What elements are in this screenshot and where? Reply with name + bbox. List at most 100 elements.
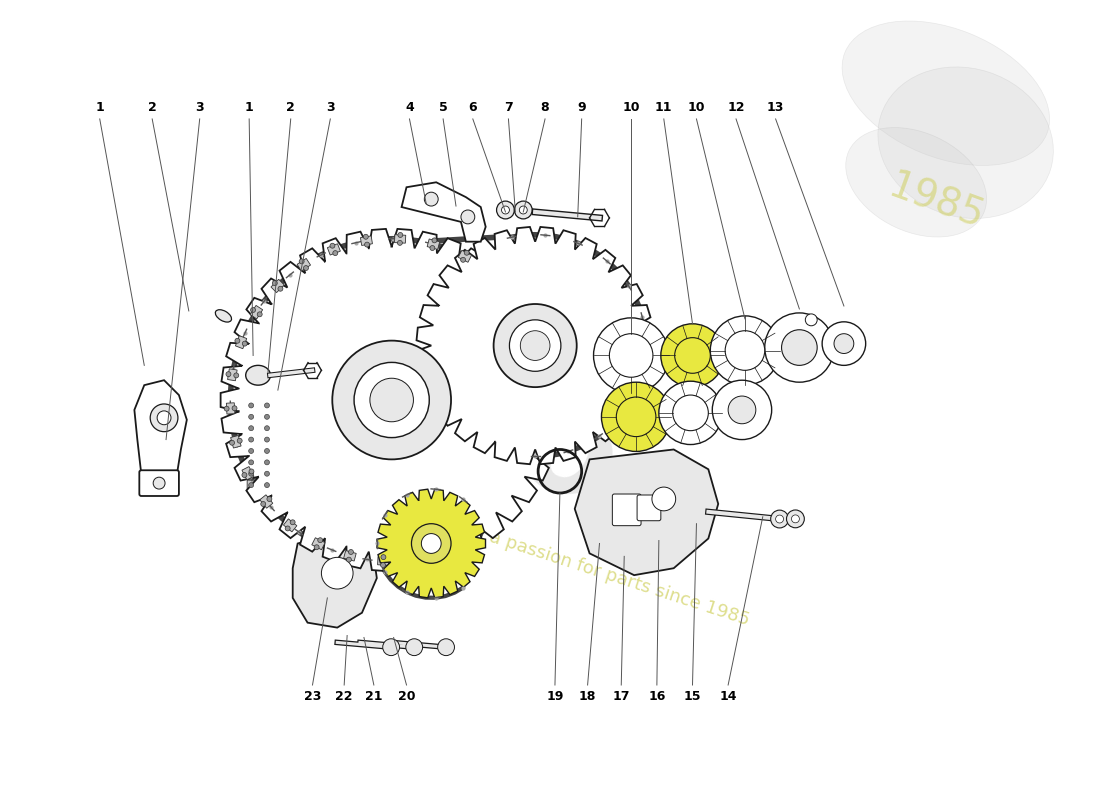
Text: 8: 8 [541,101,549,114]
Circle shape [264,426,270,430]
Polygon shape [260,494,273,508]
Circle shape [264,449,270,454]
Polygon shape [134,380,187,474]
Polygon shape [228,369,238,381]
Circle shape [381,562,385,567]
Ellipse shape [846,127,987,237]
Text: 21: 21 [365,690,383,703]
Circle shape [792,515,800,523]
FancyBboxPatch shape [248,480,271,490]
Text: 5: 5 [439,101,448,114]
Circle shape [290,520,295,525]
Circle shape [398,233,403,238]
Circle shape [764,313,834,382]
Circle shape [432,238,437,243]
Circle shape [496,201,515,219]
Circle shape [315,545,319,550]
Circle shape [299,259,304,264]
Circle shape [249,426,254,430]
Polygon shape [242,466,254,480]
Circle shape [226,372,231,377]
Circle shape [264,460,270,465]
Circle shape [370,378,414,422]
Circle shape [251,307,255,313]
Circle shape [430,246,434,250]
Circle shape [364,242,370,247]
FancyBboxPatch shape [637,495,661,521]
Circle shape [673,395,708,430]
FancyBboxPatch shape [248,412,271,422]
Circle shape [659,381,723,445]
Polygon shape [395,234,406,243]
FancyBboxPatch shape [248,469,271,478]
Polygon shape [377,557,389,566]
Text: 16: 16 [648,690,666,703]
Circle shape [242,341,248,346]
Ellipse shape [878,67,1054,218]
Circle shape [273,281,277,286]
Polygon shape [402,182,486,242]
FancyBboxPatch shape [248,401,271,410]
Polygon shape [417,227,653,464]
Text: 10: 10 [688,101,705,114]
Circle shape [257,312,262,317]
FancyBboxPatch shape [248,423,271,433]
Polygon shape [231,435,241,448]
Text: 23: 23 [304,690,321,703]
Circle shape [713,380,772,439]
Polygon shape [343,550,356,561]
Circle shape [235,338,240,343]
Circle shape [509,320,561,371]
Text: euro: euro [271,307,632,533]
Polygon shape [271,279,284,293]
Polygon shape [221,229,563,571]
FancyBboxPatch shape [140,470,179,496]
Circle shape [674,338,711,374]
Circle shape [834,334,854,354]
Text: 20: 20 [398,690,416,703]
Polygon shape [574,450,718,575]
Text: 2: 2 [286,101,295,114]
Circle shape [520,330,550,361]
Circle shape [494,304,576,387]
Circle shape [786,510,804,528]
Text: 4: 4 [405,101,414,114]
Circle shape [661,324,724,387]
Circle shape [609,334,653,378]
Ellipse shape [843,21,1049,166]
Circle shape [153,477,165,489]
Circle shape [224,406,229,411]
Circle shape [711,316,780,385]
Circle shape [411,524,451,563]
Text: 3: 3 [326,101,334,114]
Circle shape [363,234,368,239]
Circle shape [238,438,242,443]
Text: 19: 19 [547,690,563,703]
Circle shape [151,404,178,432]
Text: 1: 1 [245,101,253,114]
Polygon shape [311,538,326,550]
Circle shape [602,382,671,451]
Circle shape [397,240,403,246]
Text: 11: 11 [656,101,672,114]
Text: 3: 3 [196,101,204,114]
Text: 10: 10 [623,101,640,114]
FancyBboxPatch shape [613,494,641,526]
Text: 2: 2 [147,101,156,114]
Circle shape [249,414,254,419]
Circle shape [232,406,236,410]
Circle shape [616,397,656,437]
Text: 1: 1 [96,101,104,114]
Circle shape [330,243,334,248]
Polygon shape [235,336,246,349]
Circle shape [264,471,270,476]
Circle shape [264,482,270,487]
Text: 6: 6 [469,101,477,114]
Circle shape [652,487,675,511]
Polygon shape [297,258,310,271]
Circle shape [725,330,764,370]
FancyBboxPatch shape [248,434,271,445]
Circle shape [264,437,270,442]
Circle shape [349,550,353,554]
Circle shape [776,515,783,523]
